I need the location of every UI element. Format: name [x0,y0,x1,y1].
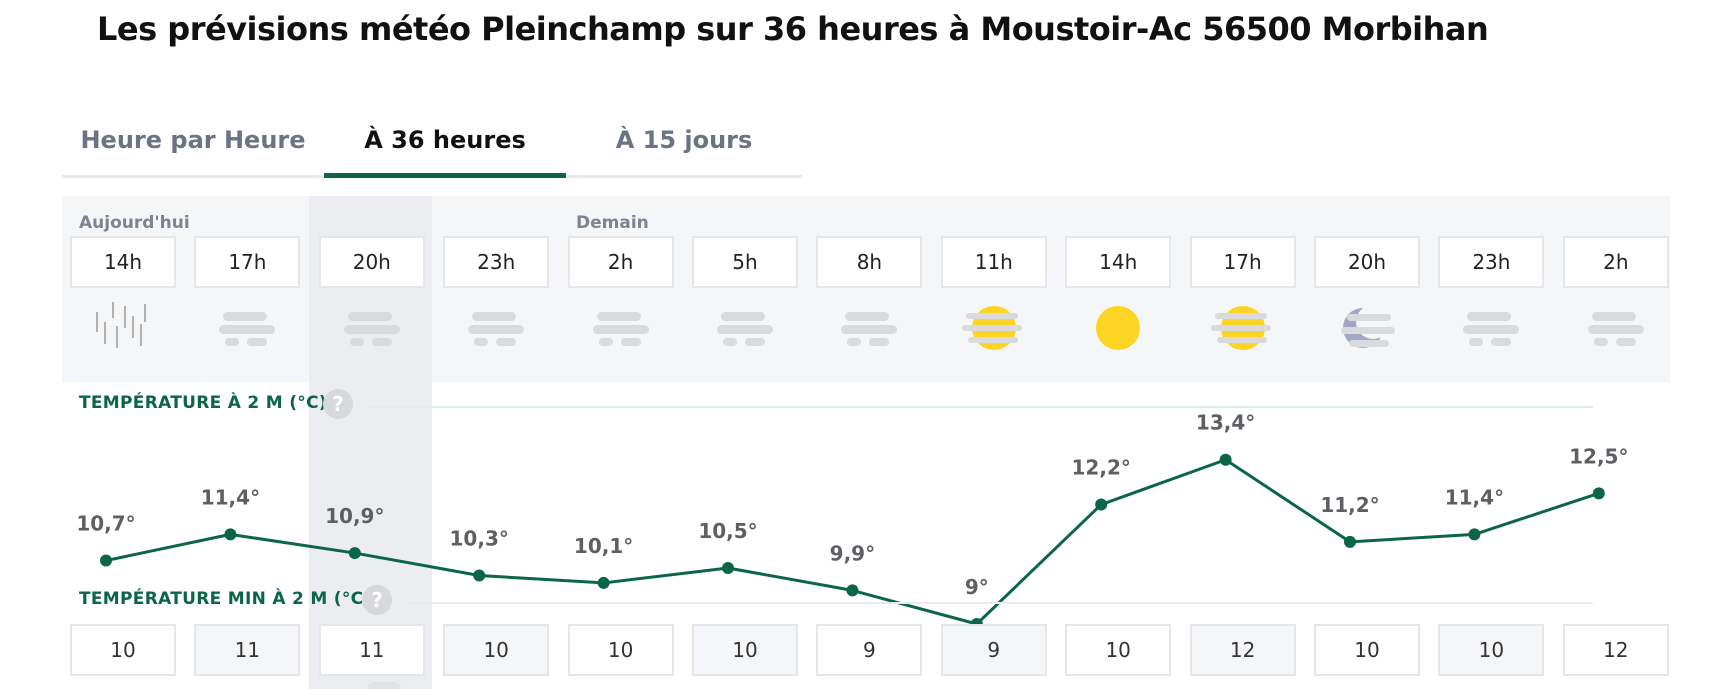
day-label-tomorrow: Demain [576,213,649,233]
hour-cell[interactable]: 2h [567,236,674,288]
temperature-value-label: 9° [965,575,989,599]
temperature-min-cell: 10 [1065,624,1172,676]
hour-cell[interactable]: 5h [692,236,798,288]
temperature-value-label: 12,5° [1569,444,1628,468]
temperature-min-cell: 11 [194,624,301,676]
hour-cell[interactable]: 20h [1314,236,1420,288]
temperature-point [1095,498,1108,511]
hour-cell[interactable]: 23h [443,236,550,288]
temperature-point [1344,535,1356,548]
temperature-point [224,528,237,541]
temperature-value-label: 11,4° [201,485,260,509]
temperature-labels: 10,7° 11,4° 10,9° 10,3° 10,1° 10,5° 9,9° 9° 12,2… [76,411,1628,599]
temperature-value-label: 10,3° [450,526,509,550]
temperature-min-cell: 10 [443,624,550,676]
temperature-value-label: 13,4° [1196,411,1255,435]
sun-fog-icon [1209,300,1277,362]
temperature-min-cell: 10 [1438,624,1545,676]
tab-heure-par-heure[interactable]: Heure par Heure [80,126,306,154]
hour-cell[interactable]: 11h [940,236,1047,288]
temperature-help-icon[interactable]: ? [323,389,353,419]
temperature-min-cell: 11 [318,624,425,676]
temperature-min-cell: 10 [1314,624,1420,676]
temperature-point [846,584,859,597]
fog-icon [338,300,406,362]
forecast-tabs: Heure par Heure À 36 heures À 15 jours [62,108,802,178]
temperature-min-section-label: TEMPÉRATURE MIN À 2 M (°C) [79,589,372,609]
page-title: Les prévisions météo Pleinchamp sur 36 h… [97,10,1489,48]
hour-cell[interactable]: 17h [1189,236,1296,288]
temperature-min-cell: 12 [1562,624,1669,676]
temperature-section-label: TEMPÉRATURE À 2 M (°C) [79,393,327,413]
temperature-point [100,554,112,567]
fog-icon [1582,300,1650,362]
temperature-min-cell: 9 [940,624,1047,676]
temperature-min-cell: 9 [816,624,923,676]
sun-icon [1084,300,1152,362]
next-section-help-icon [367,682,401,689]
fog-icon [587,300,655,362]
hour-cell[interactable]: 14h [1065,236,1172,288]
fog-icon [835,300,903,362]
temperature-value-label: 9,9° [830,541,875,565]
temperature-min-cell: 10 [567,624,674,676]
temperature-value-label: 10,9° [325,504,384,528]
fog-icon [213,300,281,362]
temperature-point [348,547,361,560]
temperature-point [473,569,486,582]
temperature-point [722,562,734,574]
temperature-min-cell: 10 [692,624,798,676]
hour-cell[interactable]: 23h [1438,236,1545,288]
tab-36-heures[interactable]: À 36 heures [324,108,566,178]
temperature-min-cell: 12 [1189,624,1296,676]
temperature-separator [368,406,1593,408]
temperature-value-label: 10,5° [698,519,757,543]
hour-cell[interactable]: 8h [816,236,923,288]
hour-cell[interactable]: 20h [318,236,425,288]
temperature-value-label: 11,2° [1320,493,1379,517]
temperature-min-cell: 10 [70,624,176,676]
temperature-value-label: 10,7° [76,512,135,536]
temperature-min-help-icon[interactable]: ? [362,585,392,615]
temperature-value-label: 11,4° [1445,485,1504,509]
temperature-point [1468,528,1481,541]
temperature-min-separator [408,602,1593,604]
temperature-points [100,453,1605,630]
hour-cell[interactable]: 14h [70,236,176,288]
fog-icon [711,300,779,362]
temperature-value-label: 10,1° [574,534,633,558]
tab-15-jours[interactable]: À 15 jours [615,126,753,154]
sun-fog-icon [960,300,1028,362]
temperature-point [597,576,610,589]
hour-cell[interactable]: 2h [1562,236,1669,288]
fog-icon [462,300,530,362]
temperature-value-label: 12,2° [1072,456,1131,480]
temperature-point [1592,487,1605,500]
day-label-today: Aujourd'hui [79,213,190,233]
rain-icon [89,300,157,362]
moon-fog-icon [1333,300,1401,362]
hour-cell[interactable]: 17h [194,236,301,288]
fog-icon [1457,300,1525,362]
temperature-point [1219,453,1232,466]
